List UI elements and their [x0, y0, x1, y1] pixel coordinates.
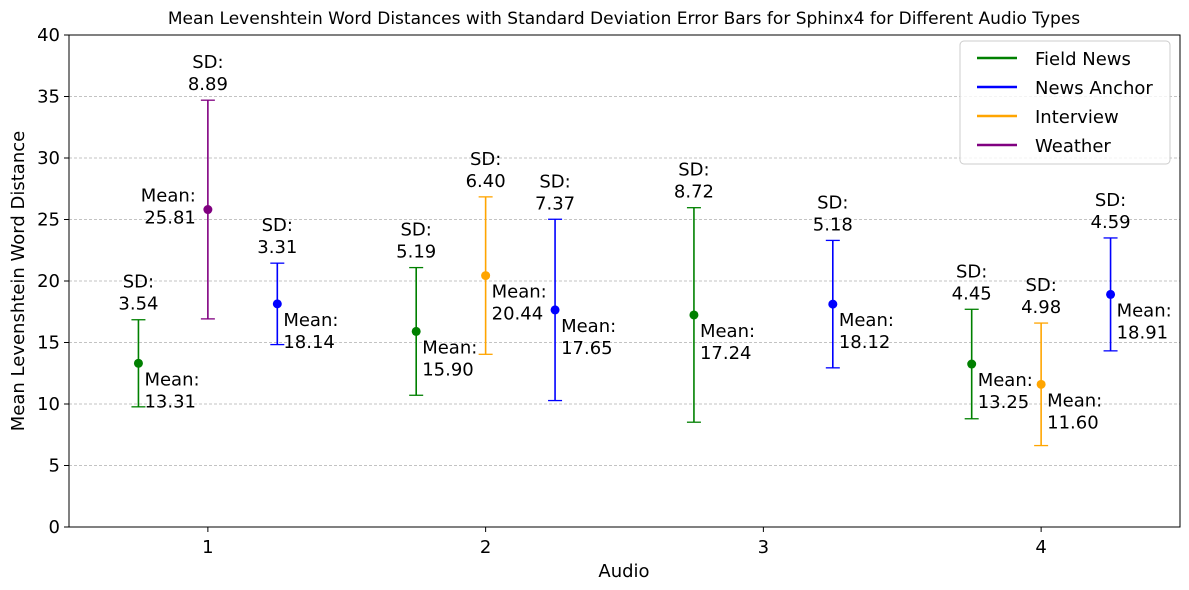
- sd-label: SD: 5.18: [813, 192, 853, 235]
- y-axis-label: Mean Levenshtein Word Distance: [8, 131, 29, 431]
- data-point: [828, 299, 838, 309]
- mean-label: Mean: 25.81: [141, 186, 196, 229]
- sd-label: SD: 4.98: [1021, 275, 1061, 318]
- legend-entry: Field News: [1035, 49, 1131, 70]
- mean-label: Mean: 13.31: [144, 369, 199, 412]
- x-axis-label: Audio: [598, 561, 649, 582]
- data-point: [967, 359, 977, 369]
- data-point: [550, 305, 560, 315]
- x-tick-label: 1: [202, 537, 213, 558]
- grid-lines: [69, 96, 1180, 466]
- series-weather: Mean: 25.81 SD: 8.89: [141, 52, 228, 320]
- series-field-news: Mean: 13.31 SD: 3.54 Mean: 15.90 SD: 5.19 Mean: 1…: [118, 160, 1033, 423]
- mean-label: Mean: 11.60: [1047, 390, 1102, 433]
- sd-label: SD: 4.45: [952, 261, 992, 304]
- sd-label: SD: 5.19: [396, 220, 436, 263]
- legend-entry: News Anchor: [1035, 78, 1153, 99]
- series-news-anchor: Mean: 18.14 SD: 3.31 Mean: 17.65 SD: 7.37 Mean: 1…: [257, 171, 1172, 402]
- sd-label: SD: 4.59: [1091, 190, 1131, 233]
- mean-label: Mean: 15.90: [422, 337, 477, 380]
- y-tick-label: 40: [37, 25, 60, 46]
- legend-box: [959, 40, 1171, 165]
- data-point: [272, 299, 282, 309]
- series-interview: Mean: 20.44 SD: 6.40 Mean: 11.60 SD: 4.98: [466, 149, 1102, 447]
- data-point: [1036, 379, 1046, 389]
- y-tick-label: 0: [49, 517, 60, 538]
- y-tick-label: 10: [37, 394, 60, 415]
- x-tick-label: 2: [480, 537, 491, 558]
- y-tick-label: 25: [37, 210, 60, 231]
- sd-label: SD: 6.40: [466, 149, 506, 192]
- data-point: [133, 358, 143, 368]
- mean-label: Mean: 18.14: [283, 310, 338, 353]
- mean-label: Mean: 18.91: [1117, 300, 1172, 343]
- data-point: [481, 271, 491, 281]
- sd-label: SD: 8.72: [674, 160, 714, 203]
- mean-label: Mean: 20.44: [492, 282, 547, 325]
- data-point: [203, 205, 213, 215]
- y-tick-label: 5: [49, 456, 60, 477]
- y-tick-label: 30: [37, 148, 60, 169]
- legend: Field News News Anchor Interview Weather: [959, 40, 1171, 165]
- sd-label: SD: 3.31: [257, 215, 297, 258]
- y-tick-label: 20: [37, 271, 60, 292]
- x-tick-label: 3: [758, 537, 769, 558]
- sd-label: SD: 3.54: [118, 272, 158, 315]
- data-point: [689, 310, 699, 320]
- legend-entry: Weather: [1035, 136, 1111, 157]
- chart-title: Mean Levenshtein Word Distances with Sta…: [168, 9, 1080, 29]
- y-tick-label: 35: [37, 87, 60, 108]
- sd-label: SD: 7.37: [535, 171, 575, 214]
- mean-label: Mean: 18.12: [839, 310, 894, 353]
- mean-label: Mean: 13.25: [978, 370, 1033, 413]
- mean-label: Mean: 17.65: [561, 316, 616, 359]
- ticks: 0 5 10 15 20 25 30 35 40 1 2 3 4: [37, 25, 1047, 558]
- legend-entry: Interview: [1035, 107, 1119, 128]
- mean-label: Mean: 17.24: [700, 321, 755, 364]
- sd-label: SD: 8.89: [188, 52, 228, 95]
- data-point: [1106, 289, 1116, 299]
- x-tick-label: 4: [1035, 537, 1046, 558]
- data-point: [411, 326, 421, 336]
- y-tick-label: 15: [37, 333, 60, 354]
